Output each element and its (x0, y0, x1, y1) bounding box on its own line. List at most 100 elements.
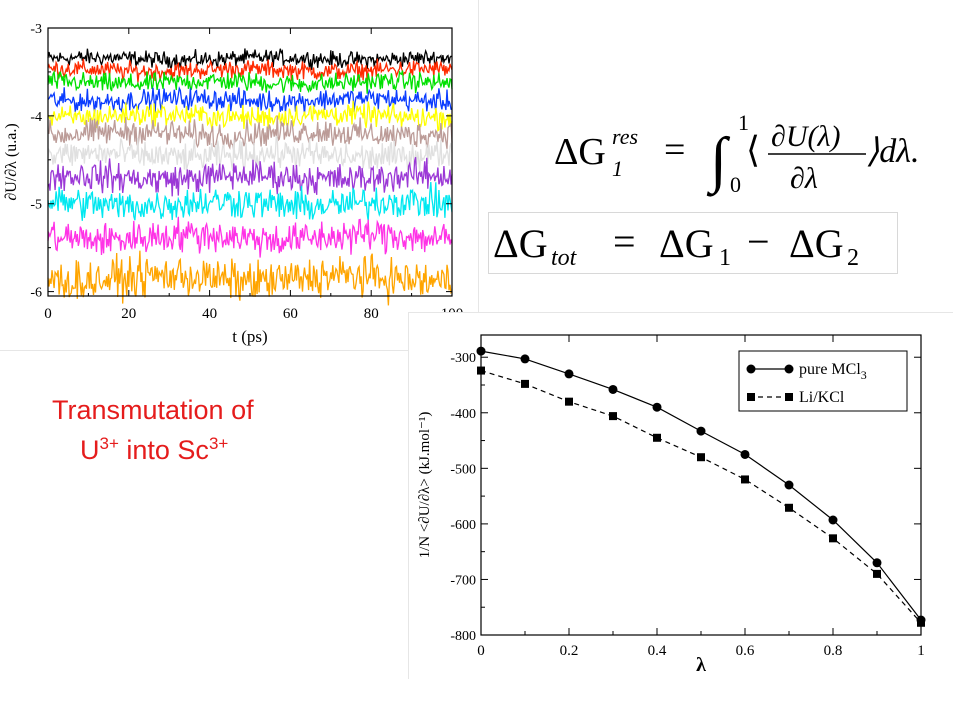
x-tick-label: 20 (121, 306, 136, 322)
time-series-line (47, 86, 453, 115)
y-tick-label: -700 (450, 573, 476, 588)
data-point-square (653, 433, 661, 442)
data-point-circle (564, 369, 574, 379)
caption-sc-charge: 3+ (208, 434, 229, 453)
legend: pure MCl3 Li/KCl (738, 350, 908, 412)
x-tick-label: 0 (477, 643, 485, 659)
eq1-upper-limit: 1 (738, 110, 749, 135)
eq1-lhs-sup: res (612, 124, 638, 149)
data-point-circle (696, 426, 706, 436)
time-series-line (47, 182, 453, 221)
y-tick-label: -3 (30, 22, 42, 37)
data-point-square (917, 618, 925, 627)
eq2-term-b-sub: 1 (719, 245, 731, 271)
time-series-plot-panel: 020406080100-3-4-5-6 t (ps) ∂U/∂λ (u.a.) (0, 0, 479, 351)
x-tick-label: 1 (917, 643, 925, 659)
data-point-circle (740, 449, 750, 459)
data-point-square (521, 379, 529, 388)
legend-marker-square (785, 393, 793, 401)
eq1-close: ⟩dλ. (866, 133, 920, 170)
eq1-numerator: ∂U(λ) (771, 120, 840, 153)
transmutation-caption: Transmutation of U3+ into Sc3+ (52, 390, 352, 470)
y-axis-label: 1/N <∂U/∂λ> (kJ.mol⁻¹) (417, 412, 433, 559)
equation-1-svg: ΔG 1 res = ∫ 1 0 ⟨ ∂U(λ) ∂λ ⟩dλ. (554, 110, 920, 197)
x-tick-label: 0.8 (824, 643, 843, 659)
data-point-square (785, 503, 793, 512)
y-tick-label: -600 (450, 518, 476, 533)
x-tick-label: 0.4 (648, 643, 667, 659)
data-point-square (477, 366, 485, 375)
axes: 0 0.2 0.4 0.6 0.8 1 -300 -400 -500 -600 -700 -800 (450, 335, 925, 659)
data-point-square (697, 453, 705, 462)
eq1-lhs-sub: 1 (612, 156, 623, 181)
caption-u-charge: 3+ (99, 434, 119, 453)
equation-total-free-energy: ΔG tot = ΔG 1 − ΔG 2 (488, 212, 898, 274)
data-point-square (741, 475, 749, 484)
caption-u: U (80, 435, 100, 465)
data-point-circle (784, 480, 794, 490)
y-tick-label: -4 (30, 110, 42, 125)
data-point-square (873, 569, 881, 578)
eq1-open-bracket: ⟨ (746, 130, 760, 170)
time-series-line (47, 157, 453, 197)
y-tick-label: -500 (450, 462, 476, 477)
eq2-term-c: ΔG (789, 221, 844, 266)
eq1-equals: = (664, 129, 685, 171)
lambda-chart: 0 0.2 0.4 0.6 0.8 1 -300 -400 -500 -600 -700 -800 p… (417, 334, 926, 676)
eq2-equals: = (613, 219, 636, 264)
time-series-line (47, 100, 453, 132)
eq2-minus: − (747, 219, 770, 264)
lambda-plot-panel: 0 0.2 0.4 0.6 0.8 1 -300 -400 -500 -600 -700 -800 p… (408, 312, 953, 679)
time-series-line (47, 250, 453, 306)
data-point-circle (608, 384, 618, 394)
eq1-denominator: ∂λ (790, 162, 818, 195)
legend-marker-circle (784, 364, 794, 374)
eq1-integral: ∫ (706, 126, 731, 197)
eq1-lhs: ΔG (554, 131, 606, 173)
caption-into-sc: into Sc (118, 435, 209, 465)
legend-box (738, 350, 908, 412)
data-point-circle (872, 558, 882, 568)
x-tick-label: 0 (44, 306, 52, 322)
equation-2-svg: ΔG tot = ΔG 1 − ΔG 2 (493, 219, 859, 271)
x-tick-label: 60 (283, 306, 298, 322)
x-tick-label: 0.2 (560, 643, 579, 659)
time-series-line (47, 115, 453, 152)
time-series-line (47, 135, 453, 173)
y-tick-label: -400 (450, 407, 476, 422)
time-series-line (47, 48, 453, 71)
data-point-square (829, 534, 837, 543)
data-point-circle (828, 515, 838, 525)
x-tick-label: 0.6 (736, 643, 755, 659)
eq2-term-a: ΔG (493, 221, 548, 266)
data-point-circle (476, 346, 486, 356)
caption-line-1: Transmutation of (52, 395, 254, 425)
y-axis-label: ∂U/∂λ (u.a.) (3, 123, 20, 200)
y-tick-label: -5 (30, 198, 42, 213)
data-point-circle (652, 402, 662, 412)
x-axis-label: λ (696, 654, 706, 676)
time-series-line (47, 216, 453, 258)
eq2-term-a-sub: tot (551, 245, 578, 271)
caption-line-2: U3+ into Sc3+ (52, 430, 352, 470)
data-point-circle (520, 354, 530, 364)
eq2-term-c-sub: 2 (847, 245, 859, 271)
time-series-chart: 020406080100-3-4-5-6 t (ps) ∂U/∂λ (u.a.) (3, 22, 463, 346)
legend-label-likcl: Li/KCl (799, 389, 845, 406)
x-tick-label: 80 (364, 306, 379, 322)
y-tick-label: -300 (450, 351, 476, 366)
lambda-series (476, 346, 926, 627)
y-tick-label: -6 (30, 286, 42, 301)
y-tick-label: -800 (450, 629, 476, 644)
legend-label-pure: pure MCl3 (799, 361, 867, 382)
time-series-lines (47, 48, 453, 306)
data-point-square (609, 412, 617, 421)
data-point-square (565, 397, 573, 406)
equation-free-energy-integral: ΔG 1 res = ∫ 1 0 ⟨ ∂U(λ) ∂λ ⟩dλ. (548, 100, 948, 200)
eq1-lower-limit: 0 (730, 172, 741, 197)
x-axis-label: t (ps) (232, 327, 267, 346)
x-tick-label: 40 (202, 306, 217, 322)
time-series-line (47, 69, 453, 94)
legend-marker-circle (746, 364, 756, 374)
eq2-term-b: ΔG (659, 221, 714, 266)
